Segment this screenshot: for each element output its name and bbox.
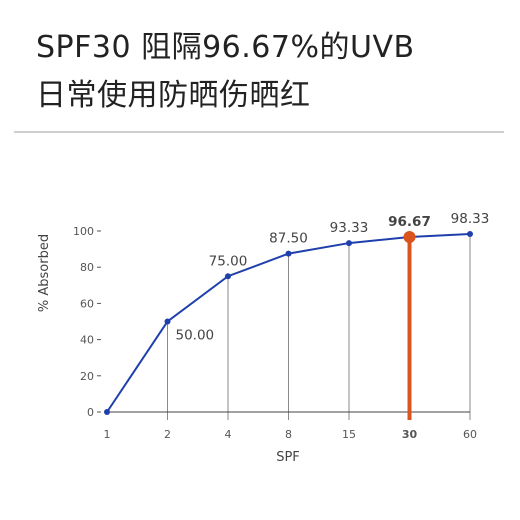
series-layer bbox=[104, 231, 473, 420]
grid-layer bbox=[167, 234, 471, 420]
data-point-1 bbox=[104, 409, 110, 415]
data-label-2: 50.00 bbox=[176, 328, 215, 344]
data-point-4 bbox=[225, 273, 231, 280]
x-tick-label-4: 4 bbox=[225, 428, 232, 441]
data-point-8 bbox=[285, 250, 292, 257]
data-label-30: 96.67 bbox=[388, 214, 431, 230]
x-tick-label-15: 15 bbox=[342, 428, 356, 441]
data-point-15 bbox=[346, 240, 352, 247]
y-tick-label-20: 20 bbox=[80, 370, 94, 383]
y-tick-label-100: 100 bbox=[73, 225, 94, 238]
y-tick-label-60: 60 bbox=[80, 297, 94, 310]
data-point-2 bbox=[164, 318, 171, 325]
highlight-point bbox=[403, 231, 416, 244]
data-label-4: 75.00 bbox=[209, 253, 248, 269]
label-layer: 50.00 75.00 87.50 93.33 96.67 98.33 bbox=[176, 211, 490, 343]
y-axis-label: % Absorbed bbox=[37, 234, 52, 312]
x-tick-label-60: 60 bbox=[463, 428, 477, 441]
x-axis-label: SPF bbox=[276, 450, 300, 465]
y-tick-label-80: 80 bbox=[80, 261, 94, 274]
y-tick-label-0: 0 bbox=[87, 406, 94, 419]
data-label-15: 93.33 bbox=[330, 220, 369, 236]
x-tick-label-2: 2 bbox=[164, 428, 171, 441]
x-tick-label-1: 1 bbox=[104, 428, 111, 441]
data-label-60: 98.33 bbox=[451, 211, 490, 227]
axis-layer: 0 20 40 60 80 100 1 2 4 8 15 30 60 bbox=[73, 225, 477, 441]
title-divider bbox=[14, 131, 504, 133]
x-tick-label-30: 30 bbox=[402, 428, 418, 441]
y-tick-label-40: 40 bbox=[80, 334, 94, 347]
title-line-2: 日常使用防晒伤晒红 bbox=[36, 78, 311, 113]
x-tick-label-8: 8 bbox=[285, 428, 292, 441]
data-label-8: 87.50 bbox=[269, 231, 308, 247]
data-point-60 bbox=[467, 231, 473, 238]
title-line-1: SPF30 阻隔96.67%的UVB bbox=[36, 30, 415, 65]
